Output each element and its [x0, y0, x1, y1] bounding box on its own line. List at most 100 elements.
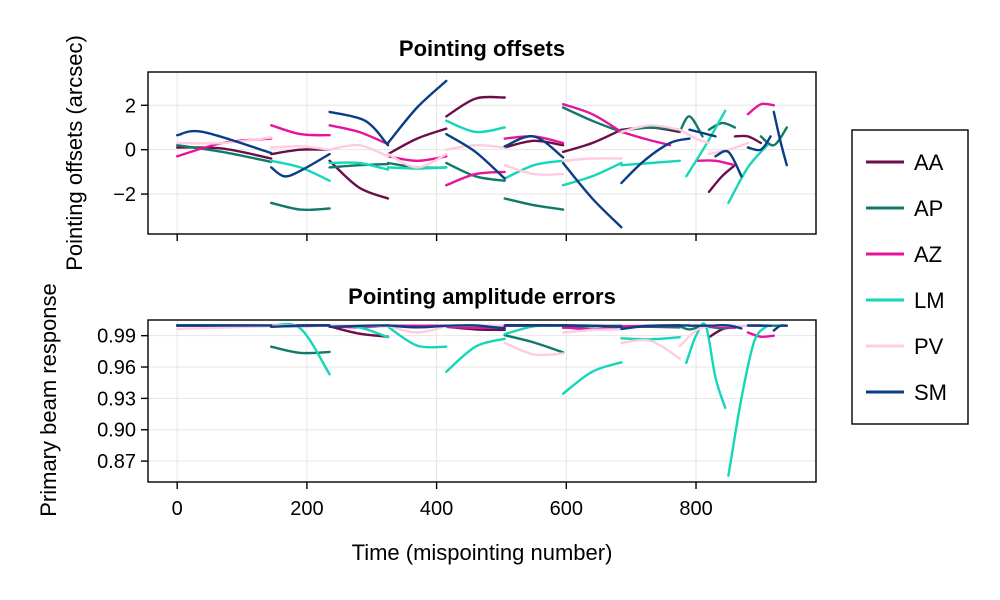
series-line-amplitude-SM-1	[270, 324, 331, 328]
series-line-amplitude-LM-6	[620, 336, 681, 341]
y-tick-label-amplitude-2: 0.93	[97, 388, 136, 410]
series-line-offsets-SM-3	[386, 79, 448, 145]
x-tick-label-amplitude-2: 400	[420, 498, 453, 520]
series-line-offsets-LM-5	[561, 161, 623, 187]
series-line-offsets-AZ-9	[746, 102, 775, 116]
series-line-offsets-AP-9	[707, 121, 737, 131]
series-line-offsets-AA-9	[733, 134, 763, 145]
x-ticks-offsets	[176, 234, 697, 241]
series-line-offsets-SM-8	[688, 128, 717, 138]
series-line-amplitude-PV-6	[561, 328, 623, 334]
legend-items: AA AP AZ LM PV SM	[866, 150, 947, 405]
series-line-offsets-AZ-2	[328, 124, 390, 146]
series-line-offsets-AZ-6	[561, 103, 623, 134]
series-line-amplitude-LM-3	[445, 337, 506, 373]
series-line-offsets-SM-11	[772, 110, 788, 167]
series-line-offsets-AP-4	[445, 161, 506, 182]
series-offsets-SM	[176, 79, 788, 229]
series-line-offsets-LM-7	[685, 109, 727, 178]
series-line-offsets-AP-6	[561, 106, 623, 134]
series-line-amplitude-AA-2	[328, 325, 390, 338]
panel-amplitude-errors: Pointing amplitude errors 0.87 0.90 0.93 0.…	[36, 283, 817, 520]
series-line-amplitude-LM-2	[386, 325, 448, 349]
series-line-amplitude-AP-5	[503, 334, 565, 354]
series-line-offsets-SM-5	[503, 135, 565, 159]
series-line-amplitude-SM-2	[328, 324, 390, 328]
series-line-offsets-AA-6	[561, 128, 623, 154]
series-line-offsets-LM-6	[620, 159, 681, 167]
plot-frame-offsets	[147, 71, 817, 235]
legend-label-PV: PV	[914, 334, 944, 359]
series-line-amplitude-SM-4	[445, 324, 506, 330]
x-tick-label-amplitude-4: 800	[679, 498, 712, 520]
series-line-offsets-AA-3	[386, 127, 448, 156]
y-axis-label-amplitude: Primary beam response	[36, 283, 61, 517]
series-line-offsets-SM-9	[714, 149, 743, 178]
series-line-amplitude-LM-5	[561, 361, 623, 395]
series-line-offsets-AZ-8	[694, 159, 737, 167]
series-line-amplitude-PV-5	[503, 341, 565, 357]
series-amplitude-PV	[176, 324, 750, 360]
series-line-amplitude-PV-3	[386, 324, 448, 334]
y-tick-label-amplitude-3: 0.96	[97, 357, 136, 379]
chart-title-offsets: Pointing offsets	[399, 36, 565, 61]
x-tick-label-amplitude-1: 200	[290, 498, 323, 520]
legend-label-AA: AA	[914, 150, 944, 175]
series-line-amplitude-PV-7	[620, 338, 681, 360]
series-line-offsets-LM-3	[445, 119, 506, 134]
series-line-offsets-LM-8	[727, 144, 769, 205]
series-line-offsets-PV-0	[176, 136, 273, 145]
series-offsets-LM	[270, 109, 769, 205]
series-offsets	[176, 79, 788, 229]
series-line-amplitude-SM-11	[772, 324, 788, 332]
series-line-offsets-AZ-1	[270, 124, 331, 137]
series-line-offsets-SM-0	[176, 129, 273, 155]
series-line-offsets-AP-8	[678, 115, 704, 138]
series-line-offsets-PV-3	[386, 152, 448, 169]
x-tick-label-amplitude-0: 0	[172, 498, 183, 520]
panel-pointing-offsets: Pointing offsets −2 0 2 Pointing offsets (…	[62, 35, 817, 271]
series-line-offsets-PV-6	[561, 157, 623, 162]
legend-label-SM: SM	[914, 380, 947, 405]
series-line-amplitude-AZ-9	[746, 331, 775, 339]
y-tick-label-offsets-1: 0	[125, 140, 136, 162]
y-tick-label-amplitude-4: 0.99	[97, 326, 136, 348]
series-line-offsets-LM-4	[503, 159, 565, 180]
series-amplitude	[176, 322, 788, 477]
y-tick-label-amplitude-0: 0.87	[97, 451, 136, 473]
series-line-amplitude-SM-6	[561, 324, 623, 328]
series-line-offsets-AP-2	[328, 162, 390, 169]
series-line-offsets-SM-1	[270, 152, 331, 178]
chart-title-amplitude: Pointing amplitude errors	[348, 284, 616, 309]
series-line-amplitude-SM-7	[620, 324, 691, 331]
series-line-offsets-SM-6	[561, 161, 623, 229]
y-tick-label-offsets-2: 2	[125, 95, 136, 117]
series-line-offsets-PV-9	[707, 141, 750, 156]
series-line-offsets-AP-5	[503, 197, 565, 211]
series-line-amplitude-SM-9	[714, 323, 743, 330]
series-line-amplitude-SM-3	[386, 324, 448, 329]
legend: AA AP AZ LM PV SM	[851, 129, 969, 425]
series-line-offsets-AZ-7	[620, 130, 672, 147]
plot-frame-amplitude	[147, 319, 817, 483]
series-line-offsets-LM-1	[328, 161, 390, 171]
series-line-offsets-AP-0	[176, 144, 273, 164]
x-tick-label-amplitude-3: 600	[550, 498, 583, 520]
series-line-offsets-AP-10	[759, 126, 788, 147]
series-line-offsets-PV-5	[503, 164, 565, 176]
y-tick-label-amplitude-1: 0.90	[97, 420, 136, 442]
series-line-offsets-SM-4	[445, 132, 506, 180]
y-tick-label-offsets-0: −2	[113, 184, 136, 206]
legend-label-LM: LM	[914, 288, 945, 313]
series-line-offsets-LM-0	[270, 159, 331, 182]
series-line-offsets-AA-5	[503, 139, 565, 149]
series-offsets-PV	[176, 124, 750, 176]
series-line-offsets-SM-7	[620, 137, 691, 185]
x-axis-label: Time (mispointing number)	[352, 540, 613, 565]
legend-label-AP: AP	[914, 196, 943, 221]
x-ticks-amplitude: 0 200 400 600 800	[172, 482, 713, 520]
series-amplitude-SM	[176, 323, 788, 332]
series-line-offsets-SM-2	[328, 110, 390, 147]
series-line-offsets-SM-10	[746, 135, 772, 152]
